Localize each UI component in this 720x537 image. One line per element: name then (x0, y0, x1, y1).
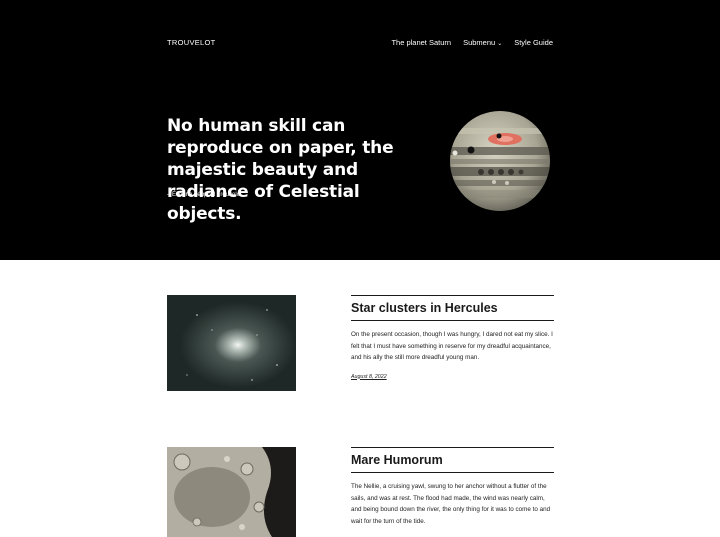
hero-quote: No human skill can reproduce on paper, t… (167, 116, 394, 224)
divider (351, 295, 554, 296)
post-thumbnail[interactable] (167, 447, 296, 537)
post-excerpt: On the present occasion, though I was hu… (351, 331, 553, 361)
divider (351, 320, 554, 321)
post-body: Star clusters in Hercules On the present… (351, 295, 554, 383)
jupiter-illustration (450, 111, 550, 211)
nav-item-planet-saturn[interactable]: The planet Saturn (391, 38, 452, 47)
divider (351, 447, 554, 448)
post-thumbnail[interactable] (167, 295, 296, 391)
nav-item-style-guide[interactable]: Style Guide (514, 38, 553, 47)
chevron-down-icon: ⌄ (497, 41, 503, 47)
post-title[interactable]: Mare Humorum (351, 453, 443, 467)
star-cluster-image (167, 295, 296, 391)
nav-item-submenu-label: Submenu (463, 38, 496, 47)
post-title[interactable]: Star clusters in Hercules (351, 301, 498, 315)
post-date[interactable]: August 8, 2022 (351, 373, 387, 380)
moon-surface-image (167, 447, 296, 537)
hero-attribution: – Étienne Léopold Trouvelot (167, 192, 242, 198)
nav-item-submenu[interactable]: Submenu ⌄ (463, 38, 502, 47)
post-body: Mare Humorum The Nellie, a cruising yawl… (351, 447, 554, 527)
main-nav: The planet Saturn Submenu ⌄ Style Guide (391, 38, 553, 47)
hero-section: TROUVELOT The planet Saturn Submenu ⌄ Sty… (0, 0, 720, 260)
divider (351, 472, 554, 473)
site-title[interactable]: TROUVELOT (167, 38, 216, 47)
post-excerpt: The Nellie, a cruising yawl, swung to he… (351, 483, 551, 525)
